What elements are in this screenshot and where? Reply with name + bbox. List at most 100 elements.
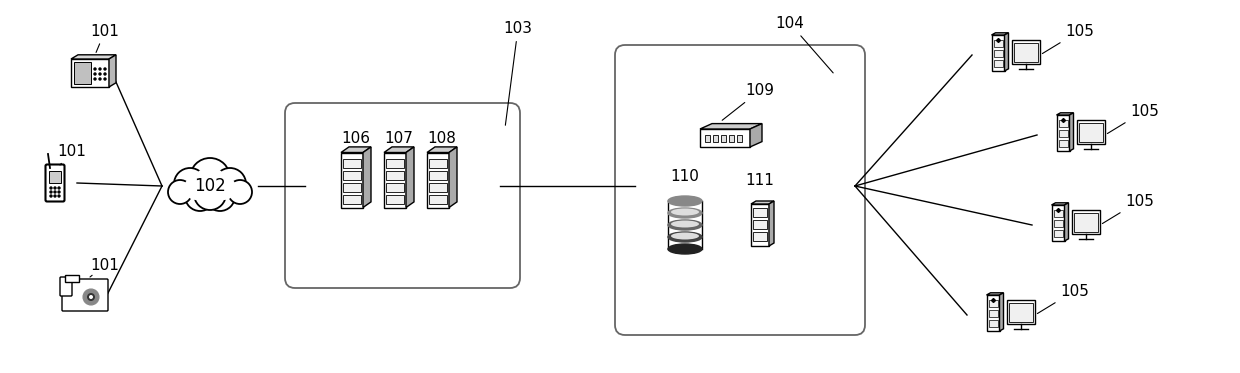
Circle shape <box>81 286 102 308</box>
Polygon shape <box>769 201 774 246</box>
FancyBboxPatch shape <box>429 170 446 179</box>
FancyBboxPatch shape <box>751 204 769 246</box>
Circle shape <box>185 181 215 211</box>
FancyBboxPatch shape <box>386 170 404 179</box>
Circle shape <box>83 289 99 305</box>
Circle shape <box>184 176 208 200</box>
FancyBboxPatch shape <box>62 279 108 311</box>
FancyBboxPatch shape <box>987 295 999 331</box>
Ellipse shape <box>668 220 702 230</box>
FancyBboxPatch shape <box>1074 213 1097 232</box>
FancyBboxPatch shape <box>386 194 404 204</box>
FancyBboxPatch shape <box>729 135 734 142</box>
FancyBboxPatch shape <box>993 60 1002 67</box>
Text: 104: 104 <box>775 16 833 73</box>
Circle shape <box>89 295 93 299</box>
Polygon shape <box>427 147 458 153</box>
FancyBboxPatch shape <box>46 164 64 201</box>
Circle shape <box>190 158 229 198</box>
Polygon shape <box>987 293 1003 295</box>
Circle shape <box>87 293 95 301</box>
Text: 111: 111 <box>745 173 775 188</box>
Circle shape <box>55 195 56 197</box>
FancyBboxPatch shape <box>720 135 725 142</box>
FancyBboxPatch shape <box>993 40 1002 47</box>
Circle shape <box>94 78 95 80</box>
Ellipse shape <box>668 244 702 254</box>
FancyBboxPatch shape <box>343 194 361 204</box>
FancyBboxPatch shape <box>1014 43 1038 62</box>
FancyBboxPatch shape <box>753 232 768 241</box>
FancyBboxPatch shape <box>1054 230 1063 237</box>
Ellipse shape <box>671 232 699 239</box>
FancyBboxPatch shape <box>737 135 742 142</box>
FancyBboxPatch shape <box>386 159 404 167</box>
Circle shape <box>58 191 60 193</box>
Circle shape <box>215 168 246 200</box>
FancyBboxPatch shape <box>1054 220 1063 227</box>
FancyBboxPatch shape <box>1073 210 1100 234</box>
Text: 101: 101 <box>57 144 87 165</box>
Circle shape <box>99 68 100 70</box>
Circle shape <box>228 180 252 204</box>
FancyBboxPatch shape <box>988 310 997 317</box>
Ellipse shape <box>668 196 702 206</box>
Circle shape <box>50 195 52 197</box>
Text: 106: 106 <box>341 131 371 146</box>
Circle shape <box>58 195 60 197</box>
FancyBboxPatch shape <box>1078 120 1105 144</box>
FancyBboxPatch shape <box>753 208 768 217</box>
Text: 105: 105 <box>1038 283 1089 314</box>
FancyBboxPatch shape <box>1007 300 1035 324</box>
Polygon shape <box>109 55 117 87</box>
Polygon shape <box>1004 33 1008 71</box>
Text: 107: 107 <box>384 131 413 146</box>
FancyBboxPatch shape <box>1009 303 1033 322</box>
FancyBboxPatch shape <box>285 103 520 288</box>
Circle shape <box>104 78 105 80</box>
Text: 105: 105 <box>1102 194 1154 223</box>
FancyBboxPatch shape <box>429 194 446 204</box>
FancyBboxPatch shape <box>701 129 750 147</box>
Circle shape <box>193 178 226 210</box>
FancyBboxPatch shape <box>74 62 91 84</box>
Text: 105: 105 <box>1043 23 1094 54</box>
Circle shape <box>104 68 105 70</box>
Circle shape <box>58 187 60 189</box>
Polygon shape <box>384 147 414 153</box>
Polygon shape <box>449 147 458 207</box>
Circle shape <box>94 68 95 70</box>
FancyBboxPatch shape <box>993 50 1002 57</box>
Polygon shape <box>405 147 414 207</box>
Circle shape <box>212 176 236 200</box>
Polygon shape <box>751 201 774 204</box>
Circle shape <box>228 180 252 204</box>
FancyBboxPatch shape <box>992 35 1004 71</box>
Circle shape <box>94 73 95 75</box>
Polygon shape <box>701 123 763 129</box>
Circle shape <box>193 167 227 201</box>
FancyBboxPatch shape <box>706 135 711 142</box>
Circle shape <box>167 180 192 204</box>
FancyBboxPatch shape <box>429 159 446 167</box>
Polygon shape <box>1064 203 1069 241</box>
Polygon shape <box>363 147 371 207</box>
Polygon shape <box>1056 113 1074 115</box>
FancyBboxPatch shape <box>343 182 361 191</box>
FancyBboxPatch shape <box>341 153 363 207</box>
Circle shape <box>99 78 100 80</box>
FancyBboxPatch shape <box>384 153 405 207</box>
Ellipse shape <box>668 232 702 242</box>
Polygon shape <box>1069 113 1074 151</box>
Circle shape <box>190 158 229 198</box>
Circle shape <box>167 180 192 204</box>
FancyBboxPatch shape <box>1052 205 1064 241</box>
Circle shape <box>193 178 226 210</box>
FancyBboxPatch shape <box>988 300 997 307</box>
Text: 102: 102 <box>195 177 226 195</box>
Ellipse shape <box>668 208 702 218</box>
FancyBboxPatch shape <box>1059 130 1068 137</box>
Circle shape <box>174 168 206 200</box>
FancyBboxPatch shape <box>386 182 404 191</box>
FancyBboxPatch shape <box>60 277 72 296</box>
